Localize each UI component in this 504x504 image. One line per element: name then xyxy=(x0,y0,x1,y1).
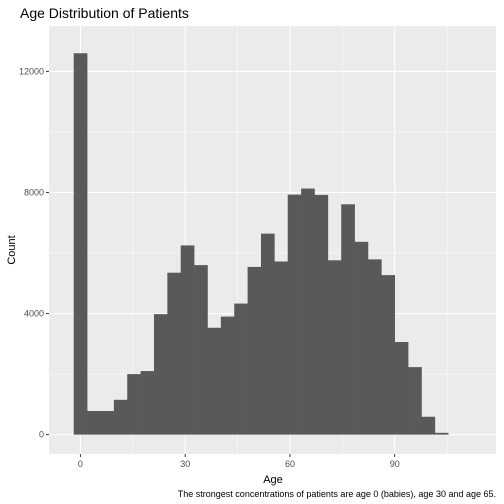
y-tick-label: 12000 xyxy=(19,66,44,76)
x-tick-label: 0 xyxy=(78,459,83,469)
x-tick-label: 30 xyxy=(180,459,190,469)
histogram-bar xyxy=(408,367,422,435)
y-axis: 0 4000 8000 12000 xyxy=(19,66,49,440)
histogram-bar xyxy=(167,272,182,435)
histogram-bar xyxy=(367,259,382,435)
histogram-bar xyxy=(327,260,342,435)
histogram-bar xyxy=(274,261,289,435)
histogram-bar xyxy=(153,314,168,435)
chart-title: Age Distribution of Patients xyxy=(20,5,189,21)
histogram-bar xyxy=(194,265,208,435)
histogram-bar xyxy=(180,245,195,435)
histogram-bar xyxy=(113,399,128,435)
y-tick-label: 4000 xyxy=(24,309,44,319)
histogram-bar xyxy=(100,411,115,435)
histogram-bar xyxy=(234,303,248,435)
histogram-bar xyxy=(73,53,88,435)
x-axis: 0 30 60 90 xyxy=(78,454,400,469)
x-tick-label: 90 xyxy=(390,459,400,469)
histogram-bar xyxy=(247,266,262,435)
histogram-bar xyxy=(394,342,409,435)
histogram-bar xyxy=(287,194,302,435)
y-tick-label: 0 xyxy=(39,430,44,440)
y-axis-title: Count xyxy=(6,235,18,264)
histogram-bar xyxy=(434,432,449,435)
histogram-bar xyxy=(421,416,436,435)
histogram-bar xyxy=(127,374,141,435)
histogram-bar xyxy=(381,275,396,435)
x-tick-label: 60 xyxy=(285,459,295,469)
x-axis-title: Age xyxy=(263,474,283,486)
histogram-bar xyxy=(354,241,369,435)
histogram-bar xyxy=(301,188,315,435)
histogram-bar xyxy=(220,316,235,435)
y-tick-label: 8000 xyxy=(24,187,44,197)
histogram-bar xyxy=(260,233,275,435)
histogram-bar xyxy=(341,204,355,435)
histogram-bar xyxy=(87,411,101,435)
chart-caption: The strongest concentrations of patients… xyxy=(178,489,496,499)
histogram-bars xyxy=(73,53,449,435)
histogram-bar xyxy=(314,194,329,435)
histogram-bar xyxy=(207,327,222,435)
histogram-bar xyxy=(140,371,155,435)
